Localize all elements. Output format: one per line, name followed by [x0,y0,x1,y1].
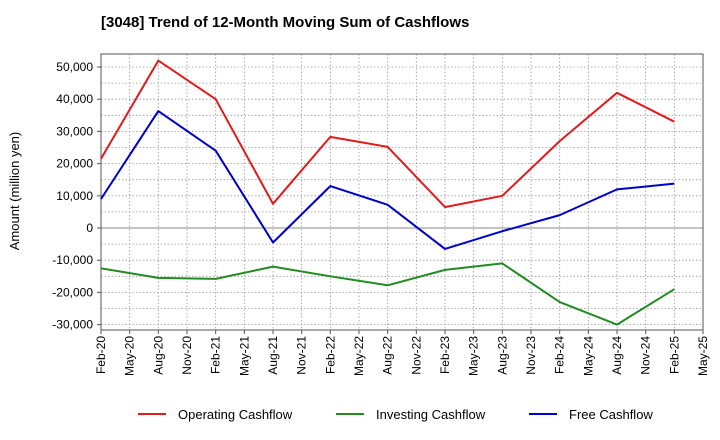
y-tick-label: 50,000 [56,60,93,74]
x-tick-label: Nov-23 [524,336,538,375]
x-tick-label: May-21 [237,336,251,376]
x-tick-label: Nov-20 [180,336,194,375]
y-tick-label: 10,000 [56,189,93,203]
x-tick-label: Feb-24 [553,336,567,374]
x-tick-label: Feb-21 [209,336,223,374]
y-tick-label: 20,000 [56,157,93,171]
x-tick-label: May-20 [123,336,137,376]
legend: Operating Cashflow Investing Cashflow Free… [138,407,653,422]
x-tick-label: Feb-25 [667,336,681,374]
x-tick-label: May-22 [352,336,366,376]
plot-frame [100,53,704,331]
free-cashflow-line [100,110,675,250]
y-tick-label: 40,000 [56,92,93,106]
x-tick-label: Nov-21 [295,336,309,375]
free-cashflow-legend-label: Free Cashflow [569,407,653,422]
x-tick-label: Aug-22 [381,336,395,375]
series-lines [100,59,675,326]
y-tick-labels: 50,000 40,000 30,000 20,000 10,000 0 -10,000 -2… [52,60,93,332]
x-tick-labels: Feb-20 May-20 Aug-20 Nov-20 Feb-21 May-21 Aug-… [94,336,710,376]
x-tick-label: May-23 [467,336,481,376]
x-tick-label: May-25 [696,336,710,376]
operating-cashflow-line [100,59,675,209]
x-tick-label: Feb-22 [323,336,337,374]
x-tick-label: Nov-24 [639,336,653,375]
x-tick-label: Aug-24 [610,336,624,375]
chart-title: [3048] Trend of 12-Month Moving Sum of C… [101,14,470,31]
y-tick-label: 0 [86,221,93,235]
x-tick-label: Aug-21 [266,336,280,375]
investing-cashflow-legend-label: Investing Cashflow [376,407,486,422]
x-tick-label: Aug-23 [495,336,509,375]
investing-cashflow-line [100,262,675,326]
x-tick-label: Feb-23 [438,336,452,374]
operating-cashflow-legend-label: Operating Cashflow [178,407,293,422]
y-tick-label: -30,000 [52,318,93,332]
y-tick-label: -10,000 [52,253,93,267]
x-tick-label: Aug-20 [151,336,165,375]
y-tick-label: 30,000 [56,124,93,138]
y-axis-label: Amount (million yen) [7,132,22,251]
x-tick-label: Feb-20 [94,336,108,374]
x-tick-label: May-24 [581,336,595,376]
y-tick-label: -20,000 [52,285,93,299]
grid [100,54,704,330]
axes [97,53,704,334]
x-tick-label: Nov-22 [409,336,423,375]
